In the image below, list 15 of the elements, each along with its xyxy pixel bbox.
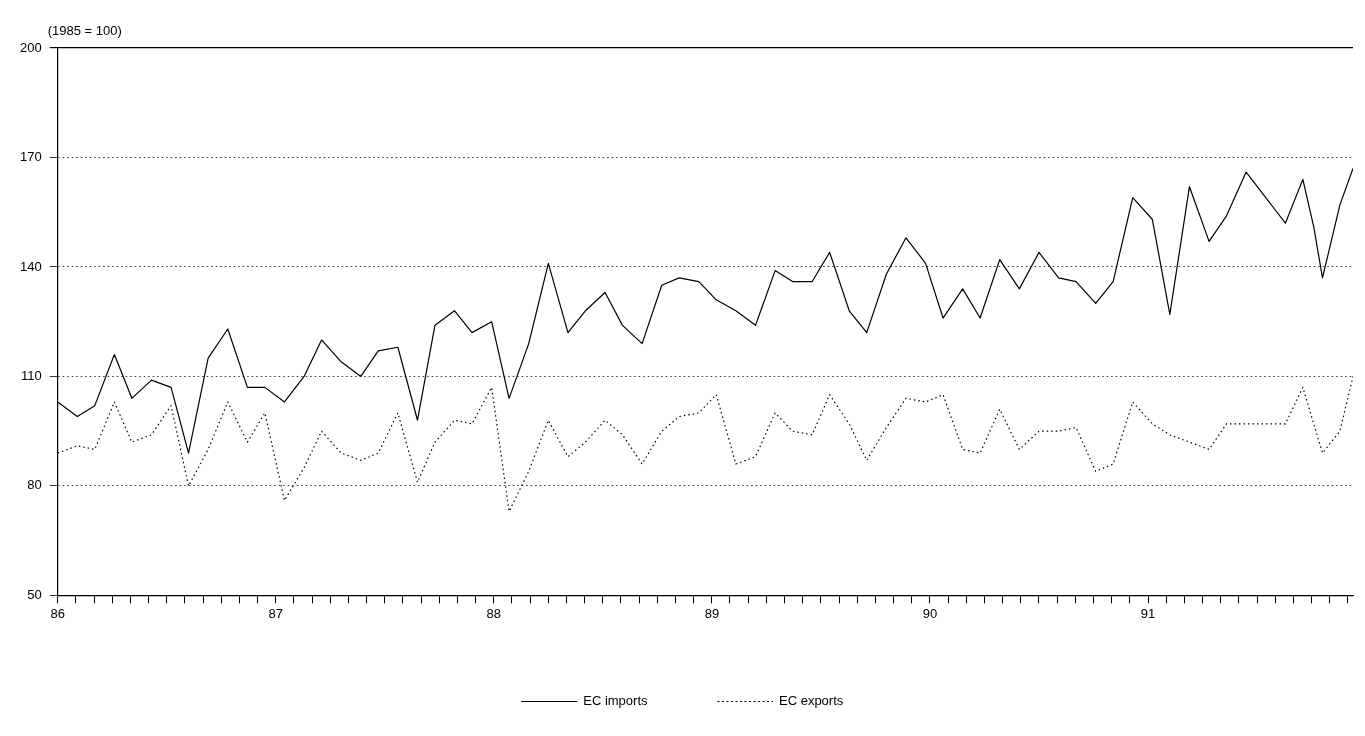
x-tick-label: 91 <box>1140 605 1156 621</box>
x-tick-label: 87 <box>268 605 283 621</box>
y-tick-label: 140 <box>19 258 42 274</box>
legend-label: EC exports <box>778 693 844 709</box>
y-tick-label: 50 <box>27 586 42 602</box>
y-tick-label: 110 <box>20 368 42 384</box>
y-axis-title: (1985 = 100) <box>47 23 122 39</box>
x-tick-label: 88 <box>486 605 502 621</box>
x-tick-label: 89 <box>704 605 720 621</box>
y-tick-label: 80 <box>27 477 42 493</box>
y-tick-label: 170 <box>19 149 42 165</box>
x-tick-label: 86 <box>50 605 65 621</box>
x-tick-label: 90 <box>922 605 938 621</box>
y-tick-label: 200 <box>19 39 42 55</box>
legend-label: EC imports <box>583 693 648 709</box>
